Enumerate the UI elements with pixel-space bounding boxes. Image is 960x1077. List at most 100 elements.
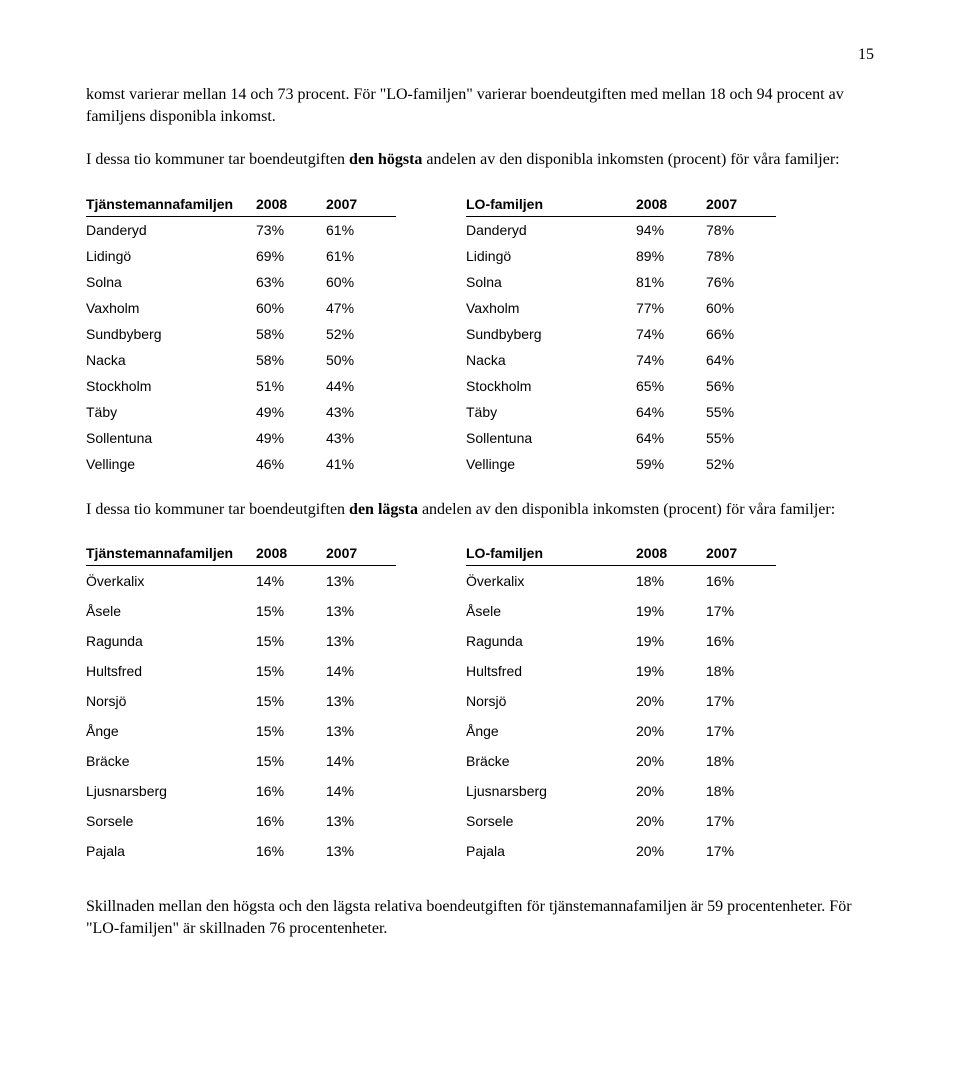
table-row: Ånge15%13% — [86, 716, 396, 746]
cell-y1: 94% — [636, 216, 706, 243]
cell-y2: 17% — [706, 716, 776, 746]
th-name: Tjänstemannafamiljen — [86, 542, 256, 566]
table-row: Hultsfred15%14% — [86, 656, 396, 686]
table-row: Sollentuna64%55% — [466, 425, 776, 451]
cell-name: Lidingö — [466, 243, 636, 269]
table-row: Vaxholm60%47% — [86, 295, 396, 321]
cell-name: Norsjö — [466, 686, 636, 716]
table-lo-highest: LO-familjen 2008 2007 Danderyd94%78%Lidi… — [466, 193, 776, 477]
cell-y1: 20% — [636, 836, 706, 866]
table-row: Sundbyberg74%66% — [466, 321, 776, 347]
table-tjanstemanna-lowest: Tjänstemannafamiljen 2008 2007 Överkalix… — [86, 542, 396, 866]
cell-name: Ragunda — [86, 626, 256, 656]
cell-y2: 13% — [326, 566, 396, 597]
cell-y2: 47% — [326, 295, 396, 321]
cell-y1: 19% — [636, 656, 706, 686]
cell-name: Ljusnarsberg — [86, 776, 256, 806]
cell-y2: 64% — [706, 347, 776, 373]
table-row: Vellinge46%41% — [86, 451, 396, 477]
cell-name: Solna — [86, 269, 256, 295]
cell-y1: 16% — [256, 776, 326, 806]
cell-name: Sorsele — [466, 806, 636, 836]
cell-name: Nacka — [466, 347, 636, 373]
tables-row-lowest: Tjänstemannafamiljen 2008 2007 Överkalix… — [86, 542, 874, 866]
table-row: Lidingö89%78% — [466, 243, 776, 269]
table-row: Åsele19%17% — [466, 596, 776, 626]
cell-y1: 58% — [256, 347, 326, 373]
table-row: Ånge20%17% — [466, 716, 776, 746]
cell-y2: 13% — [326, 626, 396, 656]
table-row: Ragunda15%13% — [86, 626, 396, 656]
para2-prefix: I dessa tio kommuner tar boendeutgiften — [86, 151, 349, 168]
table-tjanstemanna-highest: Tjänstemannafamiljen 2008 2007 Danderyd7… — [86, 193, 396, 477]
th-y2: 2007 — [706, 542, 776, 566]
cell-name: Ånge — [86, 716, 256, 746]
cell-name: Pajala — [86, 836, 256, 866]
cell-y1: 64% — [636, 425, 706, 451]
cell-y1: 60% — [256, 295, 326, 321]
cell-name: Sundbyberg — [466, 321, 636, 347]
paragraph-4: Skillnaden mellan den högsta och den läg… — [86, 896, 874, 939]
cell-y2: 16% — [706, 626, 776, 656]
cell-name: Täby — [466, 399, 636, 425]
table-lo-lowest: LO-familjen 2008 2007 Överkalix18%16%Åse… — [466, 542, 776, 866]
cell-y2: 44% — [326, 373, 396, 399]
cell-name: Ljusnarsberg — [466, 776, 636, 806]
cell-y1: 20% — [636, 746, 706, 776]
table-row: Sollentuna49%43% — [86, 425, 396, 451]
cell-y1: 16% — [256, 836, 326, 866]
cell-y1: 15% — [256, 746, 326, 776]
cell-name: Vaxholm — [86, 295, 256, 321]
cell-y2: 13% — [326, 686, 396, 716]
cell-y1: 77% — [636, 295, 706, 321]
cell-y1: 51% — [256, 373, 326, 399]
cell-y2: 18% — [706, 776, 776, 806]
cell-y2: 14% — [326, 656, 396, 686]
table-row: Täby49%43% — [86, 399, 396, 425]
th-y1: 2008 — [256, 542, 326, 566]
cell-name: Vaxholm — [466, 295, 636, 321]
cell-y2: 13% — [326, 836, 396, 866]
cell-y1: 81% — [636, 269, 706, 295]
cell-y1: 20% — [636, 806, 706, 836]
table-row: Danderyd94%78% — [466, 216, 776, 243]
cell-name: Bräcke — [466, 746, 636, 776]
para3-suffix: andelen av den disponibla inkomsten (pro… — [418, 501, 835, 518]
cell-y2: 55% — [706, 425, 776, 451]
tbody: Danderyd94%78%Lidingö89%78%Solna81%76%Va… — [466, 216, 776, 477]
cell-y1: 20% — [636, 776, 706, 806]
cell-y2: 17% — [706, 836, 776, 866]
cell-name: Nacka — [86, 347, 256, 373]
cell-y2: 14% — [326, 746, 396, 776]
cell-name: Bräcke — [86, 746, 256, 776]
cell-name: Vellinge — [466, 451, 636, 477]
tbody: Danderyd73%61%Lidingö69%61%Solna63%60%Va… — [86, 216, 396, 477]
cell-y1: 46% — [256, 451, 326, 477]
table-row: Solna63%60% — [86, 269, 396, 295]
tables-row-highest: Tjänstemannafamiljen 2008 2007 Danderyd7… — [86, 193, 874, 477]
table-row: Täby64%55% — [466, 399, 776, 425]
table-row: Nacka74%64% — [466, 347, 776, 373]
cell-name: Ånge — [466, 716, 636, 746]
cell-y1: 74% — [636, 347, 706, 373]
paragraph-2: I dessa tio kommuner tar boendeutgiften … — [86, 149, 874, 171]
cell-y1: 14% — [256, 566, 326, 597]
table-row: Stockholm51%44% — [86, 373, 396, 399]
cell-name: Danderyd — [86, 216, 256, 243]
table-row: Sorsele20%17% — [466, 806, 776, 836]
cell-y1: 58% — [256, 321, 326, 347]
cell-name: Stockholm — [466, 373, 636, 399]
table-header-row: LO-familjen 2008 2007 — [466, 193, 776, 217]
cell-name: Lidingö — [86, 243, 256, 269]
th-name: LO-familjen — [466, 542, 636, 566]
cell-y2: 17% — [706, 806, 776, 836]
cell-name: Norsjö — [86, 686, 256, 716]
tbody: Överkalix18%16%Åsele19%17%Ragunda19%16%H… — [466, 566, 776, 867]
cell-y2: 17% — [706, 686, 776, 716]
table-row: Ljusnarsberg16%14% — [86, 776, 396, 806]
cell-y2: 13% — [326, 716, 396, 746]
cell-y2: 52% — [326, 321, 396, 347]
cell-y2: 60% — [326, 269, 396, 295]
cell-y2: 13% — [326, 596, 396, 626]
cell-y1: 73% — [256, 216, 326, 243]
